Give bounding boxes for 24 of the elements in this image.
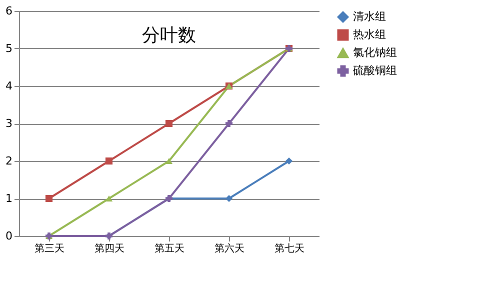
y-tick-label: 0 <box>6 230 12 242</box>
x-tick-label: 第六天 <box>214 242 244 254</box>
point <box>165 120 173 128</box>
point <box>105 157 113 165</box>
x-tick-label: 第五天 <box>154 242 184 254</box>
point <box>285 157 293 165</box>
legend-label: 清水组 <box>353 10 386 23</box>
y-tick-label: 4 <box>6 80 12 92</box>
text: 分叶数 <box>142 25 196 46</box>
legend-label: 热水组 <box>353 28 386 41</box>
y-tick-label: 6 <box>6 4 12 18</box>
y-tick-label: 3 <box>6 117 12 130</box>
x-tick-label: 第七天 <box>274 242 304 254</box>
legend-label: 氯化钠组 <box>353 46 397 59</box>
legend-label: 硫酸铜组 <box>353 64 397 77</box>
y-tick-label: 2 <box>6 154 12 168</box>
point <box>105 195 113 202</box>
point <box>165 158 173 164</box>
y-tick-label: 5 <box>6 42 12 55</box>
point <box>45 194 53 202</box>
point <box>225 120 233 128</box>
x-tick-label: 第四天 <box>94 242 124 254</box>
x-tick-label: 第三天 <box>34 242 64 254</box>
y-tick-label: 1 <box>6 192 12 205</box>
